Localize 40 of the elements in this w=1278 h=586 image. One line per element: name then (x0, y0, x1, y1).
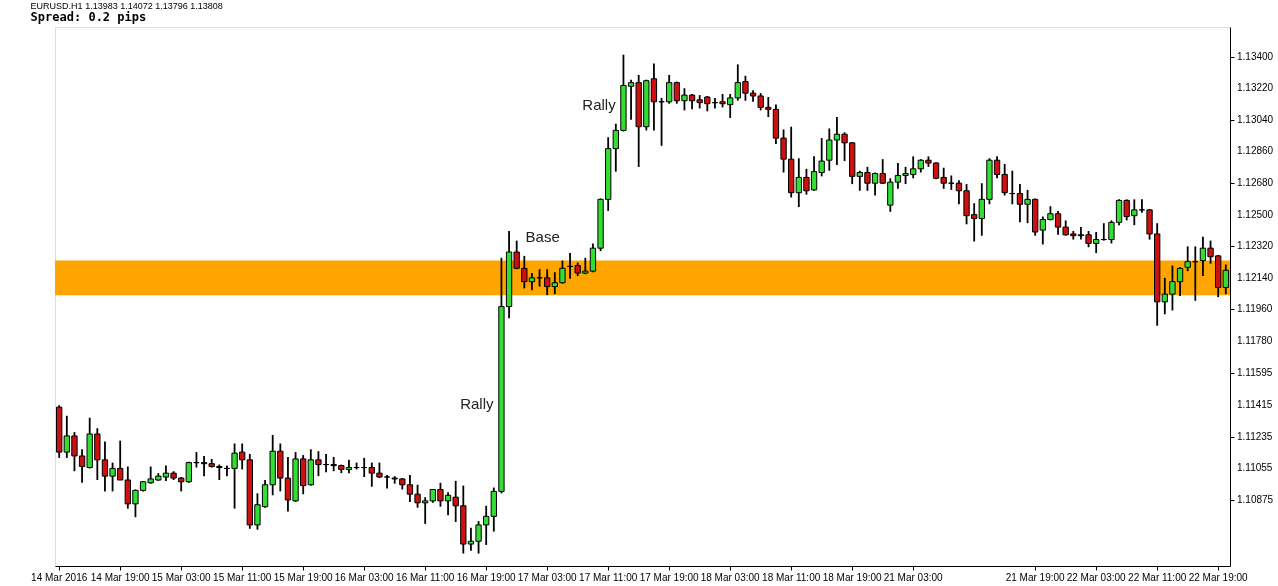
y-tick-label: 1.11780 (1237, 334, 1273, 346)
x-tick-label: 17 Mar 19:00 (639, 571, 700, 583)
x-tick-label: 21 Mar 19:00 (1005, 571, 1066, 583)
annotation: Rally (460, 395, 494, 413)
chart-title: EURUSD.H1 1.13983 1.14072 1.13796 1.13808 (30, 1, 223, 11)
x-tick-label: 22 Mar 11:00 (1128, 571, 1187, 583)
x-tick-label: 14 Mar 19:00 (90, 571, 151, 583)
y-tick-label: 1.11960 (1237, 303, 1273, 315)
y-tick-label: 1.10875 (1237, 493, 1274, 505)
x-tick-label: 22 Mar 19:00 (1188, 571, 1249, 583)
y-tick-label: 1.11415 (1237, 399, 1273, 411)
band-label: Base (525, 227, 560, 245)
x-tick-label: 15 Mar 03:00 (151, 571, 212, 583)
y-tick-label: 1.11055 (1237, 462, 1273, 474)
x-tick-label: 16 Mar 11:00 (396, 571, 455, 583)
y-tick-label: 1.12680 (1237, 177, 1274, 189)
annotation: Rally (582, 96, 617, 114)
chart-subtitle: Spread: 0.2 pips (30, 10, 147, 24)
x-tick-label: 15 Mar 11:00 (213, 571, 272, 583)
y-tick-label: 1.12140 (1237, 271, 1274, 283)
x-tick-label: 17 Mar 03:00 (517, 571, 578, 583)
x-tick-label: 18 Mar 11:00 (762, 571, 821, 583)
x-tick-label: 18 Mar 19:00 (822, 571, 883, 583)
y-tick-label: 1.12860 (1237, 145, 1274, 157)
y-tick-label: 1.13220 (1237, 82, 1274, 94)
y-tick-label: 1.11235 (1237, 430, 1273, 442)
x-tick-label: 22 Mar 03:00 (1066, 571, 1127, 583)
y-tick-label: 1.13400 (1237, 50, 1274, 62)
x-tick-label: 16 Mar 19:00 (456, 571, 517, 583)
x-tick-label: 18 Mar 03:00 (700, 571, 761, 583)
x-tick-label: 14 Mar 2016 (31, 571, 88, 583)
x-tick-label: 17 Mar 11:00 (579, 571, 638, 583)
y-tick-label: 1.12500 (1237, 208, 1274, 220)
y-tick-label: 1.12320 (1237, 240, 1274, 252)
x-tick-label: 16 Mar 03:00 (334, 571, 395, 583)
candlestick (1184, 245, 1191, 273)
x-tick-label: 15 Mar 19:00 (273, 571, 334, 583)
x-tick-label: 21 Mar 03:00 (883, 571, 944, 583)
y-tick-label: 1.13040 (1237, 113, 1274, 125)
y-tick-label: 1.11595 (1237, 367, 1273, 379)
